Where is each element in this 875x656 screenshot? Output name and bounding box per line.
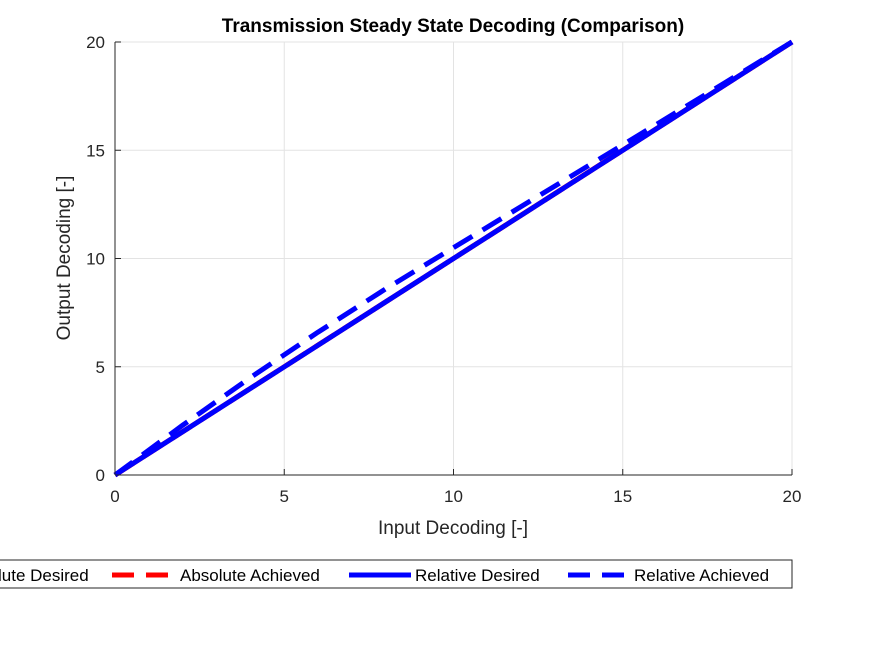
y-tick-label: 5 <box>96 358 105 377</box>
y-tick-label: 10 <box>86 250 105 269</box>
x-tick-label: 5 <box>280 487 289 506</box>
legend: lute Desired Absolute Achieved Relative De… <box>0 559 793 589</box>
series-layer <box>113 39 794 478</box>
chart-title: Transmission Steady State Decoding (Comp… <box>222 16 684 37</box>
x-axis-label: Input Decoding [-] <box>378 518 528 539</box>
legend-label: lute Desired <box>0 566 89 585</box>
series-line-relative-desired <box>113 39 794 478</box>
x-tick-label: 10 <box>444 487 463 506</box>
y-tick-label: 15 <box>86 141 105 160</box>
y-axis-label: Output Decoding [-] <box>54 176 75 341</box>
series-line-relative-achieved <box>113 39 794 478</box>
legend-label: Relative Desired <box>415 566 540 585</box>
y-tick-label: 20 <box>86 33 105 52</box>
y-tick-label: 0 <box>96 466 105 485</box>
legend-label: Relative Achieved <box>634 566 769 585</box>
tick-layer: 0 5 10 15 20 0 5 10 15 20 <box>86 33 801 506</box>
x-tick-label: 15 <box>613 487 632 506</box>
legend-label: Absolute Achieved <box>180 566 320 585</box>
x-tick-label: 0 <box>110 487 119 506</box>
x-tick-label: 20 <box>783 487 802 506</box>
